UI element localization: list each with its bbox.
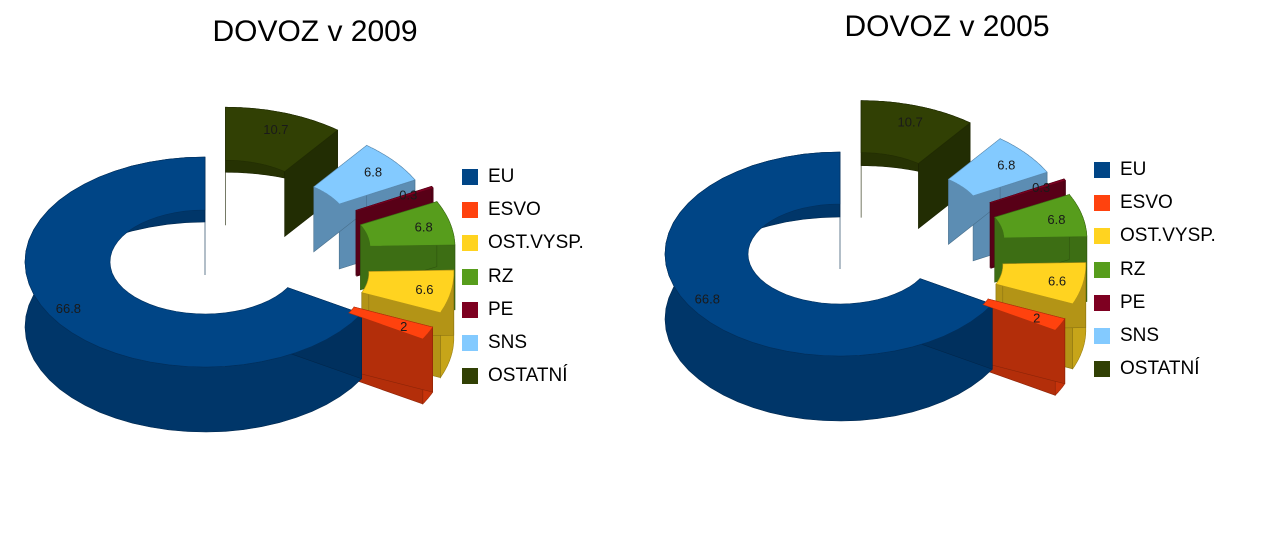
data-label-ostatn: 10.7 [898, 115, 923, 130]
slice-esvo [982, 298, 1066, 331]
legend-label: EU [1120, 158, 1147, 180]
legend-label: EU [488, 165, 515, 187]
legend-item-eu: EU [1094, 153, 1216, 186]
legend-label: OSTATNÍ [1120, 358, 1200, 380]
slice-ost-vysp [361, 269, 455, 314]
legend-swatch [462, 301, 478, 318]
data-label-ost-vysp: 6.6 [415, 282, 433, 297]
slice-sns [947, 138, 1048, 197]
legend-item-sns: SNS [462, 326, 584, 359]
legend-label: ESVO [488, 198, 541, 220]
legend-swatch [1094, 161, 1110, 178]
legend-item-sns: SNS [1094, 319, 1216, 352]
legend-label: ESVO [1120, 191, 1173, 213]
legend-label: OSTATNÍ [488, 365, 568, 387]
chart-2009: DOVOZ v 2009 66.8 2 6.6 6.8 0.3 6.8 10.7 EU ESV… [24, 15, 584, 433]
chart-title: DOVOZ v 2005 [844, 10, 1050, 43]
data-label-eu: 66.8 [695, 292, 720, 307]
data-label-esvo: 2 [400, 319, 407, 334]
data-label-esvo: 2 [1033, 311, 1040, 326]
data-label-pe: 0.3 [399, 188, 417, 203]
legend-swatch [462, 368, 478, 385]
legend-item-rz: RZ [462, 260, 584, 293]
data-label-eu: 66.8 [56, 301, 81, 316]
legend-item-ostatn: OSTATNÍ [462, 360, 584, 393]
legend-item-esvo: ESVO [462, 193, 584, 226]
chart-2005: DOVOZ v 2005 66.8 2 6.6 6.8 0.3 6.8 10.7 EU ESV… [632, 0, 1264, 557]
legend-label: OST.VYSP. [488, 232, 584, 254]
slice-ostatn [225, 106, 339, 172]
legend-swatch [1094, 228, 1110, 245]
legend-2009: EU ESVO OST.VYSP. RZ PE SNS OSTATNÍ [462, 160, 584, 393]
legend-item-rz: RZ [1094, 253, 1216, 286]
slice-pe [355, 186, 434, 212]
legend-label: SNS [488, 332, 528, 354]
legend-label: SNS [1120, 325, 1160, 347]
legend-item-pe: PE [1094, 286, 1216, 319]
slice-ost-vysp [995, 262, 1087, 305]
legend-swatch [462, 201, 478, 218]
slice-rz [359, 201, 456, 247]
data-label-rz: 6.8 [1047, 212, 1065, 227]
legend-item-ost-vysp: OST.VYSP. [1094, 220, 1216, 253]
slice-eu [664, 151, 993, 357]
legend-label: RZ [488, 265, 514, 287]
slice-pe [989, 178, 1066, 204]
legend-swatch [1094, 261, 1110, 278]
donut-chart-2009: 66.8 2 6.6 6.8 0.3 6.8 10.7 [24, 106, 456, 433]
slice-ostatn [860, 100, 971, 164]
legend-swatch [1094, 361, 1110, 378]
slice-sns [313, 145, 416, 205]
donut-chart-2005: 66.8 2 6.6 6.8 0.3 6.8 10.7 [664, 100, 1088, 422]
legend-swatch [462, 168, 478, 185]
slice-eu [24, 156, 363, 368]
legend-swatch [462, 268, 478, 285]
legend-swatch [1094, 328, 1110, 345]
data-label-rz: 6.8 [415, 220, 433, 235]
legend-swatch [1094, 194, 1110, 211]
legend-swatch [462, 335, 478, 352]
legend-item-eu: EU [462, 160, 584, 193]
legend-label: PE [488, 298, 514, 320]
legend-item-ost-vysp: OST.VYSP. [462, 227, 584, 260]
legend-label: PE [1120, 291, 1146, 313]
legend-label: OST.VYSP. [1120, 225, 1216, 247]
legend-item-ostatn: OSTATNÍ [1094, 353, 1216, 386]
legend-swatch [462, 235, 478, 252]
data-label-sns: 6.8 [364, 165, 382, 180]
data-label-pe: 0.3 [1032, 180, 1050, 195]
legend-item-esvo: ESVO [1094, 186, 1216, 219]
legend-item-pe: PE [462, 293, 584, 326]
data-label-ostatn: 10.7 [263, 122, 288, 137]
legend-swatch [1094, 294, 1110, 311]
slice-esvo [348, 306, 434, 340]
legend-2005: EU ESVO OST.VYSP. RZ PE SNS OSTATNÍ [1094, 153, 1216, 386]
data-label-sns: 6.8 [997, 157, 1015, 172]
slice-rz [994, 194, 1088, 239]
chart-title: DOVOZ v 2009 [212, 15, 418, 48]
data-label-ost-vysp: 6.6 [1048, 274, 1066, 289]
legend-label: RZ [1120, 258, 1146, 280]
